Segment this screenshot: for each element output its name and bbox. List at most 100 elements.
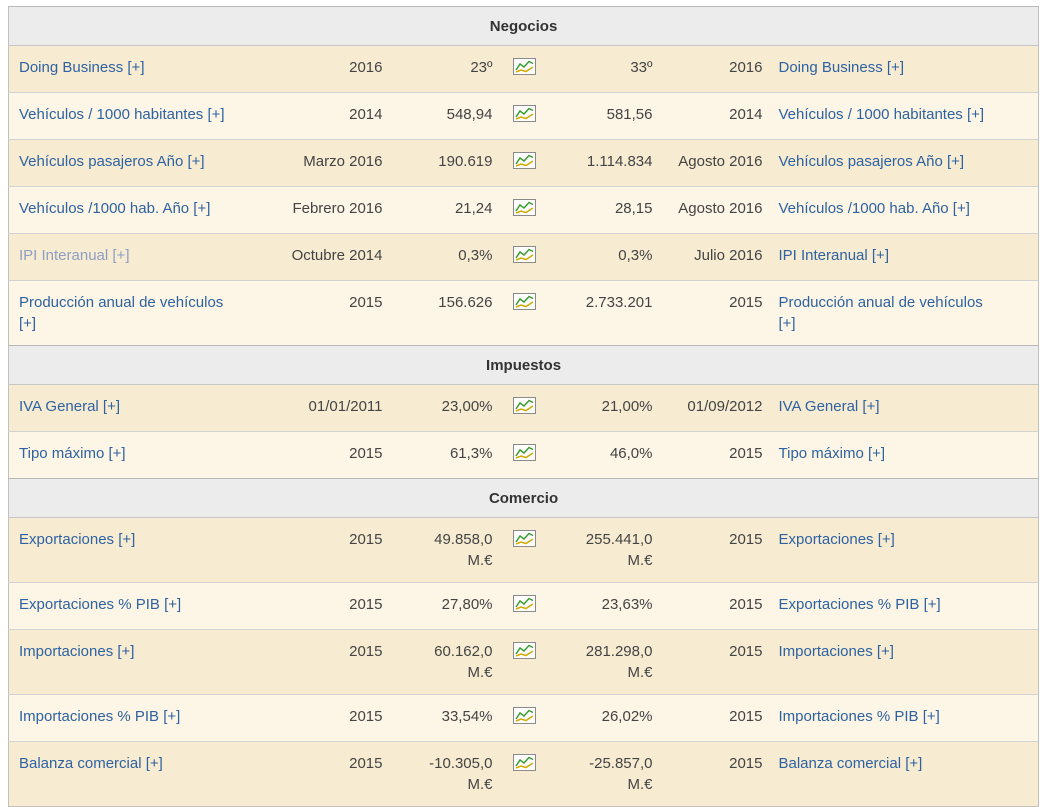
table-row: Vehículos / 1000 habitantes [+] 2014 548…: [8, 92, 1039, 140]
value-left: 23º: [470, 59, 493, 76]
indicator-link-right[interactable]: IPI Interanual [+]: [778, 247, 890, 264]
table-row: IVA General [+] 01/01/2011 23,00% 21,00%…: [8, 384, 1039, 432]
chart-icon[interactable]: [513, 152, 536, 169]
chart-icon[interactable]: [513, 293, 536, 310]
date-right: 01/09/2012: [660, 384, 771, 432]
indicator-link-right[interactable]: Exportaciones [+]: [778, 531, 895, 548]
date-left: 2016: [244, 45, 391, 93]
date-right: Julio 2016: [660, 233, 771, 281]
date-left: 2015: [244, 694, 391, 742]
value-left-unit: M.€: [467, 664, 493, 681]
value-right-unit: M.€: [627, 664, 653, 681]
value-right: 255.441,0: [585, 531, 653, 548]
value-right: 21,00%: [601, 398, 653, 415]
date-left: 2015: [244, 629, 391, 695]
value-right: 281.298,0: [585, 643, 653, 660]
date-left: 2014: [244, 92, 391, 140]
table-row: Vehículos pasajeros Año [+] Marzo 2016 1…: [8, 139, 1039, 187]
chart-icon-glyph: [513, 707, 536, 724]
indicator-link-left[interactable]: Exportaciones [+]: [19, 531, 136, 548]
value-left: 21,24: [454, 200, 493, 217]
indicator-link-right[interactable]: Balanza comercial [+]: [778, 755, 923, 772]
indicator-link-right[interactable]: Vehículos /1000 hab. Año [+]: [778, 200, 970, 217]
chart-icon[interactable]: [513, 397, 536, 414]
table-row: Importaciones % PIB [+] 2015 33,54% 26,0…: [8, 694, 1039, 742]
date-left: 2015: [244, 431, 391, 479]
indicator-link-right[interactable]: Vehículos pasajeros Año [+]: [778, 153, 965, 170]
indicator-link-right[interactable]: Importaciones [+]: [778, 643, 894, 660]
value-left: 61,3%: [449, 445, 493, 462]
chart-icon-glyph: [513, 754, 536, 771]
value-left-unit: M.€: [467, 552, 493, 569]
indicator-link-left[interactable]: Vehículos / 1000 habitantes [+]: [19, 106, 225, 123]
indicator-link-right[interactable]: IVA General [+]: [778, 398, 880, 415]
indicator-link-left[interactable]: Tipo máximo [+]: [19, 445, 126, 462]
indicator-link-right[interactable]: Producción anual de vehículos [+]: [778, 294, 983, 332]
value-left: 548,94: [446, 106, 493, 123]
date-right: 2014: [660, 92, 771, 140]
indicator-link-left[interactable]: Balanza comercial [+]: [19, 755, 163, 772]
chart-icon-glyph: [513, 246, 536, 263]
section-row: Impuestos: [8, 345, 1039, 385]
value-right: 46,0%: [609, 445, 653, 462]
chart-icon[interactable]: [513, 199, 536, 216]
value-right: 33º: [630, 59, 653, 76]
value-right: 581,56: [606, 106, 653, 123]
indicator-link-right[interactable]: Doing Business [+]: [778, 59, 905, 76]
indicator-link-left[interactable]: IPI Interanual [+]: [19, 247, 130, 264]
indicator-link-left[interactable]: Exportaciones % PIB [+]: [19, 596, 182, 613]
value-right-unit: M.€: [627, 776, 653, 793]
date-right: Agosto 2016: [660, 139, 771, 187]
table-row: Vehículos /1000 hab. Año [+] Febrero 201…: [8, 186, 1039, 234]
value-left: 156.626: [438, 294, 493, 311]
table-row: Doing Business [+] 2016 23º 33º 2016 Doi…: [8, 45, 1039, 93]
value-right: 1.114.834: [586, 153, 653, 170]
value-left: 23,00%: [441, 398, 493, 415]
section-row: Comercio: [8, 478, 1039, 518]
indicator-link-right[interactable]: Exportaciones % PIB [+]: [778, 596, 941, 613]
chart-icon[interactable]: [513, 754, 536, 771]
chart-icon[interactable]: [513, 444, 536, 461]
date-left: 2015: [244, 741, 391, 807]
value-right: 26,02%: [601, 708, 653, 725]
chart-icon-glyph: [513, 152, 536, 169]
value-right-unit: M.€: [627, 552, 653, 569]
value-left: 0,3%: [458, 247, 493, 264]
indicator-link-left[interactable]: Vehículos pasajeros Año [+]: [19, 153, 205, 170]
chart-icon[interactable]: [513, 707, 536, 724]
indicator-link-right[interactable]: Vehículos / 1000 habitantes [+]: [778, 106, 985, 123]
indicator-link-left[interactable]: Importaciones % PIB [+]: [19, 708, 181, 725]
chart-icon-glyph: [513, 397, 536, 414]
chart-icon[interactable]: [513, 105, 536, 122]
chart-icon[interactable]: [513, 58, 536, 75]
chart-icon[interactable]: [513, 246, 536, 263]
date-left: Febrero 2016: [244, 186, 391, 234]
indicator-link-left[interactable]: Vehículos /1000 hab. Año [+]: [19, 200, 211, 217]
chart-icon[interactable]: [513, 595, 536, 612]
indicator-link-right[interactable]: Tipo máximo [+]: [778, 445, 886, 462]
value-right: 2.733.201: [585, 294, 653, 311]
value-left-unit: M.€: [467, 776, 493, 793]
date-right: Agosto 2016: [660, 186, 771, 234]
section-header: Comercio: [8, 478, 1039, 518]
indicator-link-left[interactable]: Producción anual de vehículos [+]: [19, 294, 224, 332]
chart-icon-glyph: [513, 530, 536, 547]
value-right: 23,63%: [601, 596, 653, 613]
indicator-link-right[interactable]: Importaciones % PIB [+]: [778, 708, 940, 725]
indicator-link-left[interactable]: Doing Business [+]: [19, 59, 145, 76]
chart-icon-glyph: [513, 58, 536, 75]
chart-icon[interactable]: [513, 530, 536, 547]
date-right: 2015: [660, 431, 771, 479]
indicator-link-left[interactable]: Importaciones [+]: [19, 643, 135, 660]
date-left: 01/01/2011: [244, 384, 391, 432]
date-right: 2015: [660, 582, 771, 630]
value-left: 27,80%: [441, 596, 493, 613]
table-row: Exportaciones % PIB [+] 2015 27,80% 23,6…: [8, 582, 1039, 630]
indicator-link-left[interactable]: IVA General [+]: [19, 398, 121, 415]
value-left: 190.619: [438, 153, 493, 170]
date-right: 2015: [660, 629, 771, 695]
chart-icon[interactable]: [513, 642, 536, 659]
comparison-table: Negocios Doing Business [+] 2016 23º 33º…: [8, 6, 1040, 807]
section-header: Impuestos: [8, 345, 1039, 385]
value-left: 33,54%: [441, 708, 493, 725]
